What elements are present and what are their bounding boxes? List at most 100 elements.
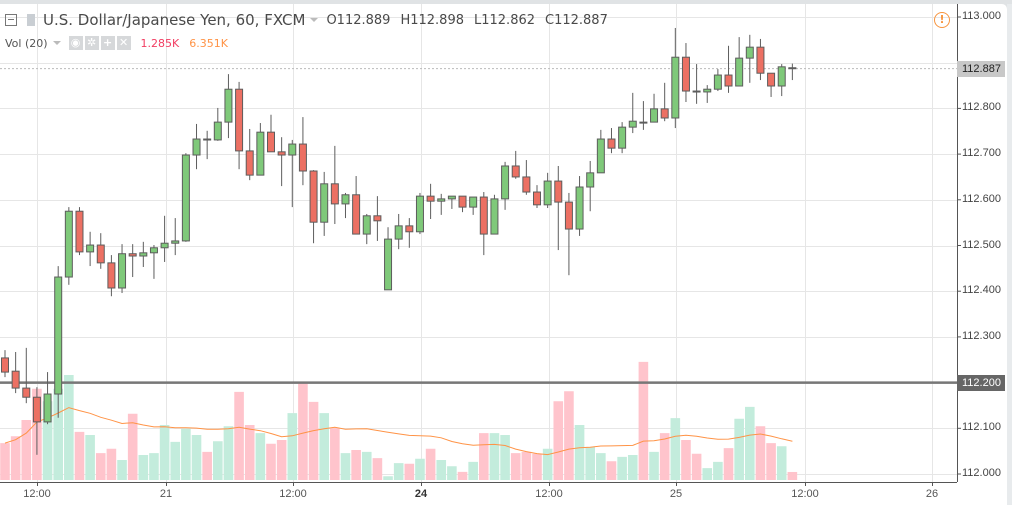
candle-body (394, 225, 403, 240)
volume-bar (713, 461, 723, 480)
volume-bar (425, 448, 436, 480)
scrollbar[interactable] (1007, 4, 1012, 505)
candle-body (192, 138, 201, 156)
volume-bar (510, 453, 521, 480)
candle-body (64, 210, 73, 278)
candle (628, 92, 637, 134)
close-value: C112.887 (545, 12, 608, 28)
candle-body (288, 143, 297, 156)
volume-bar (159, 425, 170, 480)
volume-bar (532, 453, 542, 480)
volume-bar (351, 450, 361, 480)
volume-bar (766, 443, 776, 480)
candle-body (160, 242, 169, 249)
volume-bar (276, 440, 287, 480)
candle-body (309, 170, 318, 223)
time-tick-label: 26 (925, 488, 939, 500)
collapse-icon[interactable] (5, 14, 17, 26)
volume-label[interactable]: Vol (20) (5, 36, 48, 50)
price-tick-label: 112.300 (962, 329, 1001, 342)
candle (213, 107, 222, 141)
volume-bar (564, 391, 574, 480)
symbol-legend: U.S. Dollar/Japanese Yen, 60, FXCM O112.… (5, 11, 618, 29)
time-tick-label: 12:00 (23, 488, 51, 500)
candle-body (692, 90, 701, 93)
candle (415, 192, 424, 235)
volume-legend: Vol (20) ◉ ✲ + ✕ 1.285K 6.351K (5, 36, 228, 50)
time-tick-label: 12:00 (279, 488, 307, 500)
volume-bar (244, 425, 255, 480)
volume-bar (95, 453, 106, 480)
candle (22, 347, 31, 404)
high-value: H112.898 (400, 12, 464, 28)
candle-body (522, 176, 531, 193)
volume-value: 1.285K (140, 36, 180, 50)
volume-bar (127, 413, 138, 480)
candle-body (777, 66, 786, 87)
candle (458, 195, 467, 213)
exclamation-circle-icon[interactable]: ! (934, 12, 950, 28)
candle (788, 63, 797, 81)
candle-body (586, 172, 595, 188)
candle (437, 193, 446, 215)
candle-body (564, 201, 573, 230)
candle-body (607, 138, 616, 149)
candle (511, 150, 520, 179)
candle (341, 192, 350, 219)
candle (767, 72, 776, 97)
volume-bar (404, 463, 415, 480)
candle-body (405, 225, 414, 233)
volume-bar (670, 418, 681, 480)
candle-body (767, 72, 776, 87)
candle-body (341, 194, 350, 205)
candle (160, 215, 169, 262)
volume-bar (21, 420, 32, 480)
candle-body (490, 198, 499, 235)
candle (373, 196, 382, 241)
volume-bar (787, 471, 798, 480)
candle-body (43, 393, 52, 423)
volume-bar (372, 458, 383, 480)
volume-bar (596, 453, 606, 480)
candle (703, 85, 712, 103)
plus-icon[interactable]: + (100, 36, 115, 50)
close-icon[interactable]: ✕ (116, 36, 131, 50)
volume-bar (574, 425, 585, 480)
candle (1, 350, 9, 378)
volume-bar (606, 461, 617, 480)
volume-bar (745, 406, 755, 480)
volume-bars (0, 361, 798, 480)
volume-bar (415, 458, 425, 480)
candle-body (681, 56, 690, 92)
candle (522, 160, 531, 195)
candle (320, 171, 329, 236)
candle (118, 244, 127, 294)
chevron-down-icon[interactable] (52, 41, 61, 45)
candle (501, 161, 510, 210)
candle-body (11, 370, 20, 389)
symbol-title[interactable]: U.S. Dollar/Japanese Yen, 60, FXCM (43, 11, 306, 29)
candle (245, 128, 254, 181)
candle (735, 37, 744, 87)
candle (660, 82, 669, 122)
candle (479, 192, 488, 256)
volume-bar (42, 401, 53, 480)
gear-icon[interactable]: ✲ (84, 36, 99, 50)
volume-bar (170, 441, 181, 480)
volume-bar (457, 471, 468, 480)
candle-body (415, 195, 424, 233)
horizontal-line-price-label: 112.200 (957, 374, 1005, 391)
candle (149, 245, 158, 279)
candle-body (107, 262, 116, 289)
candle-body (713, 74, 722, 90)
symbol-color-swatch (27, 14, 35, 26)
chevron-down-icon[interactable] (310, 18, 319, 22)
price-tick-label: 112.800 (962, 101, 1001, 114)
candle (181, 153, 190, 242)
candle-body (501, 165, 510, 200)
candle-body (458, 195, 467, 208)
eye-icon[interactable]: ◉ (68, 36, 83, 50)
open-value: O112.889 (326, 12, 391, 28)
candle (64, 207, 73, 285)
